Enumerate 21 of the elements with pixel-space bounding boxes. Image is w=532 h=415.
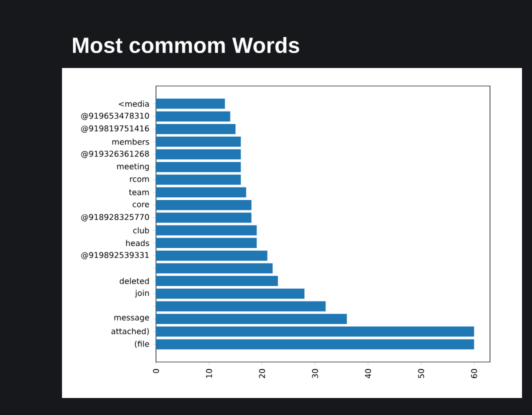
- bar: [156, 339, 474, 350]
- bar: [156, 187, 246, 198]
- bar: [156, 136, 241, 147]
- bar: [156, 111, 230, 122]
- bar: [156, 124, 236, 134]
- bar: [156, 238, 257, 248]
- bar: [156, 162, 241, 172]
- bar: [156, 250, 268, 261]
- bar: [156, 263, 273, 274]
- bar: [156, 98, 225, 109]
- bar: [156, 288, 304, 299]
- bar: [156, 174, 241, 185]
- chart-title: Most commom Words: [72, 36, 300, 54]
- bar: [156, 326, 474, 337]
- bar: [156, 225, 257, 236]
- bar: [156, 212, 252, 223]
- bar: [156, 276, 278, 286]
- bar: [156, 301, 326, 312]
- bar: [156, 314, 347, 324]
- bar: [156, 149, 241, 160]
- bar: [156, 200, 252, 210]
